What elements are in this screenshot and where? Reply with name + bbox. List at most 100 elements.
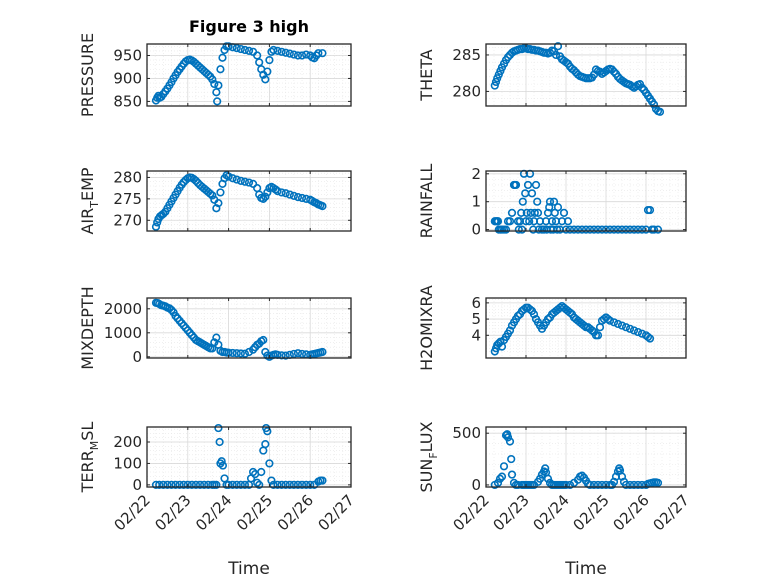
data-point	[649, 225, 659, 234]
series-markers	[151, 42, 327, 106]
data-point	[253, 478, 262, 487]
data-point	[493, 217, 503, 226]
data-point	[248, 467, 258, 477]
subplot-3: 270 275 280 AIRTEMP	[78, 167, 352, 235]
data-point	[565, 308, 575, 317]
data-point	[587, 326, 597, 335]
y-axis-label: THETA	[417, 49, 436, 101]
data-point	[617, 321, 627, 330]
data-point	[277, 188, 286, 197]
axes-frame	[485, 43, 687, 107]
data-point	[625, 480, 635, 490]
data-point	[255, 480, 264, 489]
data-point	[629, 225, 639, 234]
data-point	[493, 478, 503, 487]
data-point	[297, 349, 307, 359]
data-point	[240, 177, 250, 186]
x-axis-label: Time	[564, 559, 607, 579]
data-point	[281, 189, 290, 198]
y-axis-label: MIXDEPTH	[78, 286, 97, 369]
series-markers	[151, 298, 327, 361]
data-point	[204, 70, 213, 79]
data-point	[501, 431, 511, 440]
axes-frame	[146, 43, 352, 107]
data-point	[318, 476, 327, 485]
y-axis-label-subscript: T	[88, 201, 101, 209]
y-tick-label: 280	[113, 168, 142, 186]
subplot-4: 0 1 2 RAINFALL	[417, 164, 687, 239]
data-point	[513, 311, 523, 320]
data-point	[593, 225, 603, 234]
data-point	[175, 480, 184, 489]
data-point	[179, 480, 188, 489]
data-point	[633, 225, 643, 234]
series-markers	[151, 171, 327, 231]
data-point	[273, 480, 282, 489]
data-point	[629, 480, 639, 490]
data-point	[212, 88, 221, 97]
axes-frame	[485, 426, 687, 488]
data-point	[297, 480, 307, 489]
data-point	[603, 314, 613, 324]
series-markers	[490, 430, 663, 490]
data-point	[613, 319, 623, 329]
y-axis-label-tail: EMP	[78, 167, 97, 201]
y-axis-label: RAINFALL	[417, 164, 436, 239]
chart-title: Figure 3 high	[189, 17, 309, 36]
data-point	[228, 174, 237, 183]
data-point	[649, 100, 659, 109]
data-point	[565, 480, 575, 490]
data-point	[208, 191, 217, 200]
y-tick-label: 285	[452, 46, 481, 64]
y-axis-label-main: TERR	[78, 450, 97, 493]
data-point	[236, 349, 245, 358]
data-point	[551, 50, 561, 60]
data-point	[244, 46, 254, 55]
data-point	[206, 189, 215, 198]
y-axis-label-subscript: F	[427, 452, 440, 458]
data-point	[297, 51, 307, 60]
axes-frame	[146, 426, 352, 488]
data-point	[531, 180, 541, 190]
data-point	[577, 471, 587, 480]
data-point	[236, 480, 245, 489]
data-point	[581, 225, 591, 234]
data-point	[285, 480, 294, 489]
data-point	[561, 480, 571, 490]
data-point	[261, 440, 270, 449]
data-point	[210, 338, 219, 347]
data-point	[293, 193, 303, 202]
data-point	[517, 225, 527, 234]
data-point	[507, 454, 516, 464]
data-point	[314, 49, 323, 58]
data-point	[259, 194, 268, 203]
data-point	[224, 42, 233, 51]
data-point	[224, 480, 233, 489]
data-point	[491, 77, 501, 87]
data-point	[218, 461, 227, 470]
data-point	[281, 351, 290, 360]
data-point	[277, 351, 286, 360]
data-point	[255, 58, 264, 67]
data-point	[511, 180, 521, 190]
subplot-6: 456 H2OMIXRA	[417, 285, 687, 371]
y-tick-label: 1	[471, 193, 481, 211]
data-point	[183, 480, 192, 489]
data-point	[549, 197, 559, 206]
data-point	[293, 349, 303, 358]
data-point	[503, 53, 513, 62]
y-axis-label: TERRMSL	[78, 422, 101, 494]
data-point	[593, 480, 603, 490]
data-point	[261, 192, 270, 201]
data-point	[191, 176, 201, 185]
data-point	[501, 225, 511, 234]
y-tick-label: 0	[132, 348, 142, 366]
y-tick-label: 0	[471, 221, 481, 239]
data-point	[213, 97, 222, 106]
y-axis-label: H2OMIXRA	[417, 285, 436, 371]
data-point	[236, 176, 245, 185]
data-point	[257, 467, 266, 477]
y-axis-label-main: MIXDEPTH	[78, 286, 97, 369]
data-point	[232, 44, 241, 53]
axes-frame	[146, 297, 352, 359]
